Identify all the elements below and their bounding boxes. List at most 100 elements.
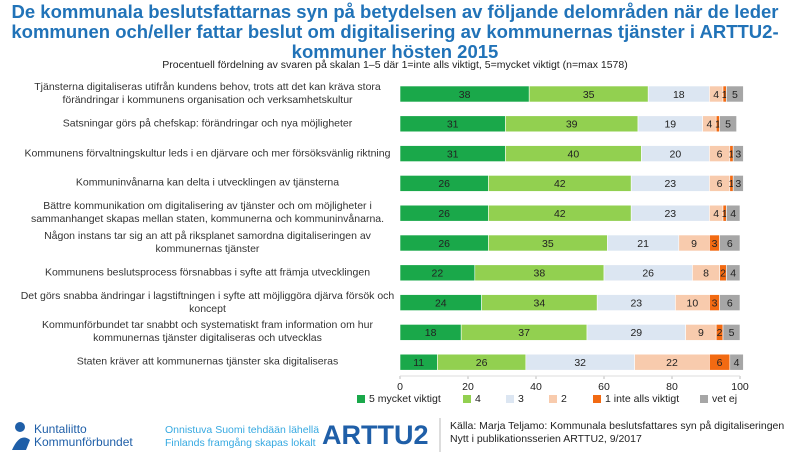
value-label: 40 — [568, 148, 580, 160]
logo-line: Kuntaliitto — [34, 422, 87, 436]
category-label: Tjänsterna digitaliseras utifrån kundens… — [34, 81, 381, 106]
slogan: Onnistuva Suomi tehdään lähellä Finlands… — [165, 424, 319, 450]
source-line: Källa: Marja Teljamo: Kommunala beslutsf… — [450, 420, 785, 432]
program-logo: ARTTU2 — [322, 420, 429, 450]
value-label: 10 — [687, 297, 699, 309]
bar-segment — [719, 234, 741, 252]
category-label: Satsningar görs på chefskap: förändringa… — [62, 117, 353, 130]
value-label: 21 — [637, 238, 649, 250]
value-label: 31 — [447, 119, 459, 131]
value-label: 31 — [447, 148, 459, 160]
bar-segment — [729, 353, 744, 371]
value-label: 18 — [673, 89, 685, 101]
category-label: Kommuninvånarna kan delta i utvecklingen… — [75, 176, 340, 189]
x-tick-label: 60 — [598, 381, 610, 393]
value-label: 1 — [729, 178, 735, 190]
category-label: Bättre kommunikation om digitalisering a… — [30, 200, 385, 226]
value-label: 9 — [691, 238, 697, 250]
legend-label: 2 — [561, 393, 567, 405]
source: Källa: Marja Teljamo: Kommunala beslutsf… — [450, 420, 784, 446]
value-label: 22 — [432, 268, 444, 280]
logo-icon — [12, 422, 30, 450]
value-label: 6 — [717, 357, 723, 369]
category-label: Det görs snabba ändringar i lagstiftning… — [20, 289, 395, 315]
value-label: 19 — [664, 119, 676, 131]
value-label: 26 — [476, 357, 488, 369]
x-tick-label: 100 — [731, 381, 749, 393]
value-label: 22 — [666, 357, 678, 369]
value-label: 26 — [438, 208, 450, 220]
value-label: 6 — [717, 178, 723, 190]
value-label: 35 — [583, 89, 595, 101]
value-label: 9 — [698, 327, 704, 339]
value-label: 4 — [713, 208, 719, 220]
value-label: 4 — [730, 268, 736, 280]
bar-segment — [722, 324, 741, 341]
bar-segment — [719, 294, 741, 311]
category-label: Kommunens förvaltningskultur leds i en d… — [24, 147, 391, 160]
legend-label: 3 — [518, 393, 524, 405]
value-label: 26 — [438, 178, 450, 190]
bar-segment — [732, 145, 744, 162]
bar-segment — [726, 264, 741, 282]
slogan-fi: Onnistuva Suomi tehdään lähellä — [165, 424, 320, 436]
x-tick-label: 40 — [530, 381, 542, 393]
value-label: 4 — [734, 357, 740, 369]
chart-title: De kommunala beslutsfattarnas syn på bet… — [11, 1, 779, 62]
value-label: 37 — [518, 327, 530, 339]
legend-swatch — [549, 395, 557, 403]
source-note: Nytt i publikationsserien ARTTU2, 9/2017 — [450, 433, 642, 445]
value-label: 18 — [425, 327, 437, 339]
value-label: 11 — [413, 357, 424, 369]
value-label: 1 — [722, 208, 728, 220]
x-tick-label: 20 — [462, 381, 474, 393]
x-tick-label: 80 — [666, 381, 678, 393]
value-label: 42 — [554, 178, 566, 190]
value-label: 4 — [706, 119, 712, 131]
logo-line: Kommunförbundet — [34, 435, 133, 449]
bar-segment — [726, 85, 744, 103]
value-label: 3 — [712, 297, 718, 309]
chart-subtitle: Procentuell fördelning av svaren på skal… — [162, 59, 628, 71]
value-label: 3 — [735, 178, 741, 190]
value-label: 3 — [712, 238, 718, 250]
category-label: Kommunförbundet tar snabbt och systemati… — [42, 319, 373, 345]
value-label: 2 — [717, 327, 723, 339]
value-label: 1 — [729, 148, 735, 160]
value-label: 6 — [727, 238, 733, 250]
legend-swatch — [463, 395, 471, 403]
legend-swatch — [506, 395, 514, 403]
legend-label: vet ej — [712, 393, 737, 405]
value-label: 1 — [715, 119, 721, 131]
value-label: 1 — [722, 89, 728, 101]
value-label: 34 — [534, 297, 546, 309]
value-label: 32 — [574, 357, 586, 369]
legend-swatch — [593, 395, 601, 403]
category-label: Staten kräver att kommunernas tjänster s… — [76, 355, 339, 368]
logo-text: Kuntaliitto Kommunförbundet — [34, 423, 133, 449]
slogan-sv: Finlands framgång skapas lokalt — [165, 437, 316, 449]
legend-swatch — [357, 395, 365, 403]
value-label: 5 — [725, 119, 731, 131]
bar-segment — [726, 204, 741, 222]
legend-label: 1 inte alls viktigt — [605, 393, 679, 405]
value-label: 38 — [459, 89, 471, 101]
category-label: Kommunens beslutsprocess försnabbas i sy… — [44, 266, 371, 279]
value-label: 26 — [438, 238, 450, 250]
value-label: 2 — [720, 268, 726, 280]
value-label: 38 — [534, 268, 546, 280]
value-label: 23 — [664, 178, 676, 190]
value-label: 35 — [542, 238, 554, 250]
value-label: 24 — [435, 297, 447, 309]
value-label: 4 — [713, 89, 719, 101]
bar-segment — [732, 175, 744, 192]
value-label: 23 — [630, 297, 642, 309]
value-label: 39 — [566, 119, 578, 131]
value-label: 4 — [730, 208, 736, 220]
value-label: 6 — [727, 297, 733, 309]
value-label: 5 — [729, 327, 735, 339]
value-label: 26 — [642, 268, 654, 280]
value-label: 29 — [630, 327, 642, 339]
